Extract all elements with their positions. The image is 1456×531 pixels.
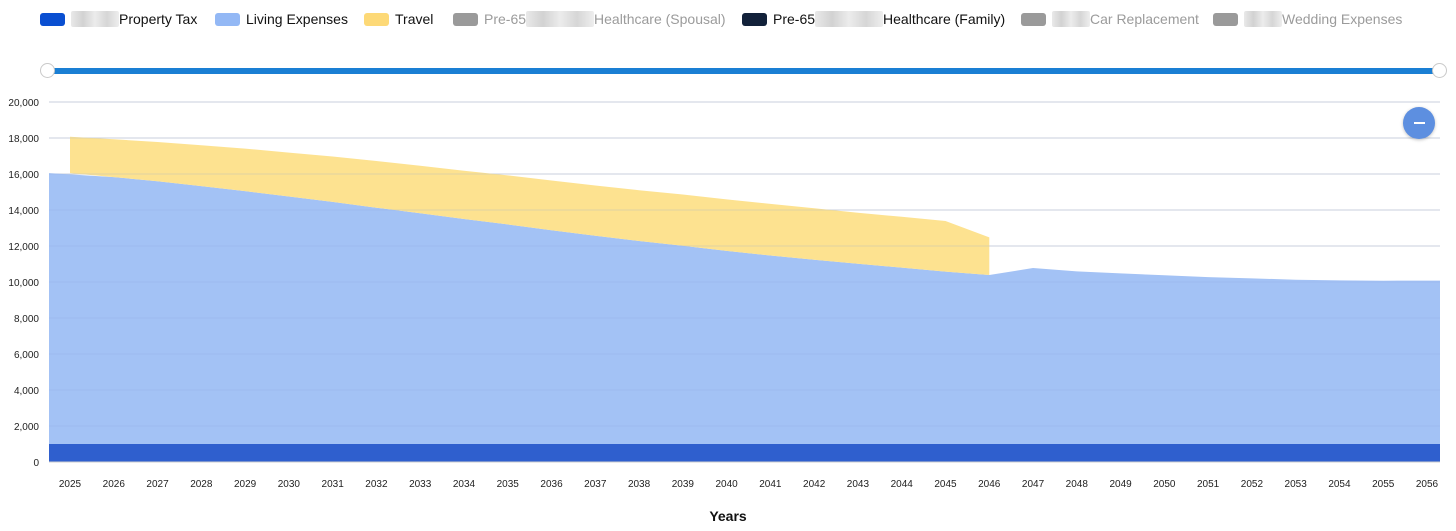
x-tick-label: 2029 [234, 479, 257, 490]
x-tick-label: 2054 [1328, 479, 1351, 490]
x-tick-label: 2034 [453, 479, 476, 490]
zoom-out-button[interactable] [1403, 107, 1435, 139]
legend-swatch [453, 12, 478, 26]
x-tick-label: 2056 [1416, 479, 1439, 490]
x-tick-label: 2051 [1197, 479, 1220, 490]
x-tick-label: 2031 [322, 479, 345, 490]
legend-label: Wedding Expenses [1282, 11, 1403, 27]
x-tick-label: 2038 [628, 479, 651, 490]
legend-swatch [40, 12, 65, 26]
x-tick-label: 2036 [540, 479, 563, 490]
x-tick-label: 2030 [278, 479, 301, 490]
x-tick-label: 2052 [1241, 479, 1264, 490]
y-tick-label: 16,000 [8, 170, 39, 181]
redacted-text [71, 11, 119, 27]
x-tick-label: 2046 [978, 479, 1001, 490]
x-tick-label: 2025 [59, 479, 82, 490]
legend-label-suffix: Healthcare (Spousal) [594, 11, 726, 27]
x-tick-label: 2049 [1109, 479, 1132, 490]
x-tick-label: 2028 [190, 479, 213, 490]
x-tick-label: 2045 [934, 479, 957, 490]
x-tick-label: 2042 [803, 479, 826, 490]
legend-item-4[interactable]: Pre-65 Healthcare (Spousal) [453, 9, 726, 29]
y-tick-label: 14,000 [8, 206, 39, 217]
x-axis-title: Years [709, 508, 747, 524]
range-slider-end-handle[interactable] [1432, 63, 1447, 78]
legend-label-suffix: Healthcare (Family) [883, 11, 1006, 27]
legend-label: Property Tax [119, 11, 198, 27]
range-slider-track[interactable] [48, 68, 1440, 74]
legend-item-5[interactable]: Pre-65 Healthcare (Family) [742, 9, 1005, 29]
legend-swatch [1021, 12, 1046, 26]
x-tick-label: 2041 [759, 479, 782, 490]
x-tick-label: 2055 [1372, 479, 1395, 490]
y-tick-label: 10,000 [8, 278, 39, 289]
x-tick-label: 2048 [1066, 479, 1089, 490]
range-slider-start-handle[interactable] [40, 63, 55, 78]
x-tick-label: 2037 [584, 479, 607, 490]
x-tick-label: 2043 [847, 479, 870, 490]
x-tick-label: 2047 [1022, 479, 1045, 490]
legend-swatch [742, 12, 767, 26]
chart-legend: Property Tax Living Expenses Travel Pre-65 H… [0, 0, 1456, 36]
legend-item-1[interactable]: Property Tax [40, 9, 197, 29]
x-tick-label: 2027 [146, 479, 169, 490]
y-tick-label: 20,000 [8, 98, 39, 109]
y-tick-label: 12,000 [8, 242, 39, 253]
x-tick-label: 2039 [672, 479, 695, 490]
x-tick-label: 2032 [365, 479, 388, 490]
y-tick-label: 6,000 [14, 350, 39, 361]
legend-swatch [1213, 12, 1238, 26]
legend-label: Pre-65 [773, 11, 816, 27]
redacted-text [526, 11, 595, 27]
x-tick-label: 2040 [715, 479, 738, 490]
y-tick-label: 18,000 [8, 134, 39, 145]
x-tick-label: 2033 [409, 479, 432, 490]
legend-label: Pre-65 [484, 11, 527, 27]
redacted-text [1052, 11, 1090, 27]
legend-item-7[interactable]: Wedding Expenses [1213, 9, 1402, 29]
legend-label: Living Expenses [246, 11, 348, 27]
y-tick-label: 8,000 [14, 314, 39, 325]
redacted-text [1244, 11, 1282, 27]
area-property-tax [49, 444, 1440, 462]
legend-item-3[interactable]: Travel [364, 9, 433, 29]
legend-swatch [215, 12, 240, 26]
legend-item-6[interactable]: Car Replacement [1021, 9, 1199, 29]
area-living-expenses [49, 173, 1440, 444]
legend-swatch [364, 12, 389, 26]
redacted-text [815, 11, 884, 27]
legend-item-2[interactable]: Living Expenses [215, 9, 348, 29]
x-tick-label: 2050 [1153, 479, 1176, 490]
y-tick-label: 4,000 [14, 386, 39, 397]
x-tick-label: 2026 [103, 479, 126, 490]
y-tick-label: 2,000 [14, 422, 39, 433]
y-tick-label: 0 [33, 458, 39, 469]
legend-label: Travel [395, 11, 434, 27]
minus-icon [1413, 122, 1425, 124]
legend-label: Car Replacement [1090, 11, 1199, 27]
x-tick-label: 2044 [891, 479, 914, 490]
x-tick-label: 2053 [1285, 479, 1308, 490]
x-tick-label: 2035 [497, 479, 520, 490]
area-travel [70, 136, 990, 275]
